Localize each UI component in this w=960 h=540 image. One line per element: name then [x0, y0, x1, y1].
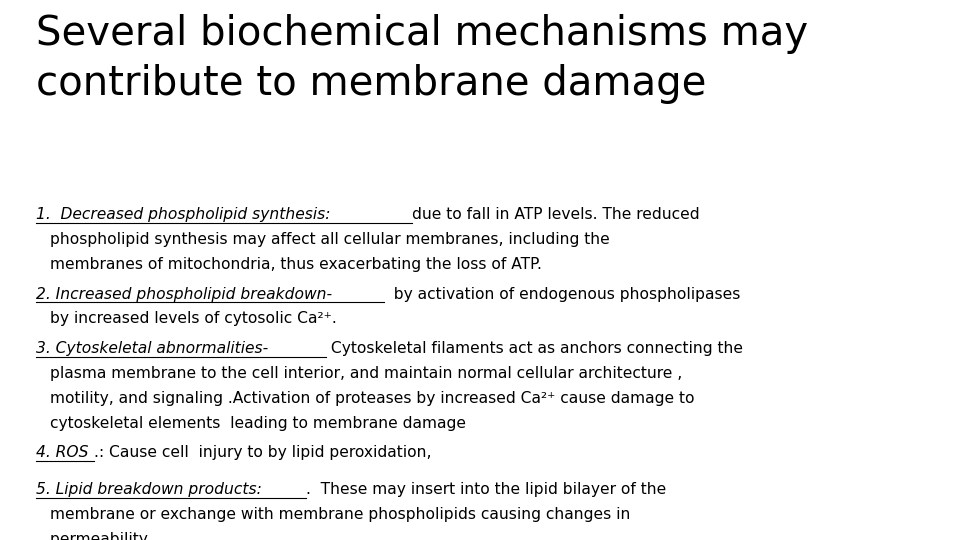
Text: phospholipid synthesis may affect all cellular membranes, including the: phospholipid synthesis may affect all ce… [50, 232, 610, 247]
Text: motility, and signaling .Activation of proteases by increased Ca²⁺ cause damage : motility, and signaling .Activation of p… [50, 391, 694, 406]
Text: 3. Cytoskeletal abnormalities-: 3. Cytoskeletal abnormalities- [36, 341, 269, 356]
Text: 5. Lipid breakdown products:: 5. Lipid breakdown products: [36, 483, 262, 497]
Text: membranes of mitochondria, thus exacerbating the loss of ATP.: membranes of mitochondria, thus exacerba… [50, 257, 541, 272]
Text: plasma membrane to the cell interior, and maintain normal cellular architecture : plasma membrane to the cell interior, an… [50, 366, 682, 381]
Text: .: Cause cell  injury to by lipid peroxidation,: .: Cause cell injury to by lipid peroxid… [94, 446, 431, 460]
Text: by activation of endogenous phospholipases: by activation of endogenous phospholipas… [384, 287, 740, 302]
Text: membrane or exchange with membrane phospholipids causing changes in: membrane or exchange with membrane phosp… [50, 507, 630, 522]
Text: due to fall in ATP levels. The reduced: due to fall in ATP levels. The reduced [413, 207, 700, 222]
Text: Several biochemical mechanisms may
contribute to membrane damage: Several biochemical mechanisms may contr… [36, 14, 808, 104]
Text: .  These may insert into the lipid bilayer of the: . These may insert into the lipid bilaye… [306, 483, 666, 497]
Text: Cytoskeletal filaments act as anchors connecting the: Cytoskeletal filaments act as anchors co… [325, 341, 743, 356]
Text: 1.  Decreased phospholipid synthesis:: 1. Decreased phospholipid synthesis: [36, 207, 330, 222]
Text: 4. ROS: 4. ROS [36, 446, 88, 460]
Text: 2. Increased phospholipid breakdown-: 2. Increased phospholipid breakdown- [36, 287, 332, 302]
Text: by increased levels of cytosolic Ca²⁺.: by increased levels of cytosolic Ca²⁺. [50, 312, 336, 327]
Text: permeability .: permeability . [50, 532, 157, 540]
Text: cytoskeletal elements  leading to membrane damage: cytoskeletal elements leading to membran… [50, 416, 466, 430]
